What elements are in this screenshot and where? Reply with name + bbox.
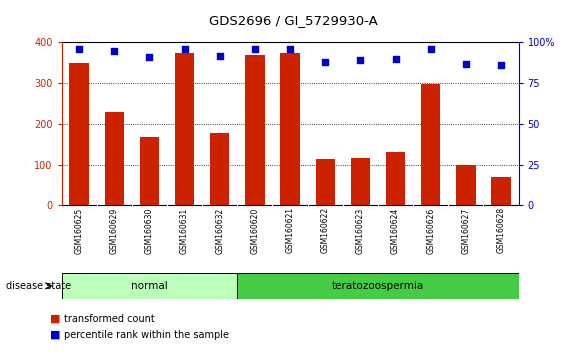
Text: GSM160631: GSM160631	[180, 207, 189, 253]
Point	[180, 46, 189, 52]
Point	[285, 46, 295, 52]
Text: GSM160625: GSM160625	[74, 207, 84, 253]
Text: GDS2696 / GI_5729930-A: GDS2696 / GI_5729930-A	[209, 14, 377, 27]
Bar	[175, 53, 195, 205]
Text: GSM160629: GSM160629	[110, 207, 119, 253]
Point	[391, 56, 400, 62]
Text: ■: ■	[50, 314, 60, 324]
Bar	[140, 137, 159, 205]
Text: disease state: disease state	[6, 281, 71, 291]
Text: ■: ■	[50, 330, 60, 339]
Text: GSM160620: GSM160620	[250, 207, 260, 253]
Text: GSM160623: GSM160623	[356, 207, 365, 253]
Bar	[62, 273, 237, 299]
Point	[110, 48, 119, 53]
Bar	[210, 133, 230, 205]
Point	[74, 46, 84, 52]
Bar	[350, 158, 370, 205]
Text: GSM160621: GSM160621	[285, 207, 295, 253]
Text: GSM160628: GSM160628	[496, 207, 506, 253]
Bar	[421, 84, 441, 205]
Bar	[237, 273, 519, 299]
Text: GSM160632: GSM160632	[215, 207, 224, 253]
Bar	[70, 63, 89, 205]
Text: GSM160624: GSM160624	[391, 207, 400, 253]
Point	[356, 58, 365, 63]
Text: teratozoospermia: teratozoospermia	[332, 281, 424, 291]
Bar	[104, 112, 124, 205]
Point	[145, 54, 154, 60]
Point	[461, 61, 471, 67]
Bar	[281, 53, 300, 205]
Point	[321, 59, 330, 65]
Bar	[316, 159, 335, 205]
Bar	[245, 55, 265, 205]
Bar	[456, 165, 476, 205]
Point	[250, 46, 260, 52]
Point	[426, 46, 435, 52]
Text: percentile rank within the sample: percentile rank within the sample	[64, 330, 230, 339]
Text: GSM160622: GSM160622	[321, 207, 330, 253]
Text: GSM160627: GSM160627	[461, 207, 471, 253]
Text: GSM160626: GSM160626	[426, 207, 435, 253]
Point	[496, 62, 506, 68]
Text: transformed count: transformed count	[64, 314, 155, 324]
Text: normal: normal	[131, 281, 168, 291]
Point	[215, 53, 224, 58]
Bar	[492, 177, 511, 205]
Text: GSM160630: GSM160630	[145, 207, 154, 254]
Bar	[386, 152, 406, 205]
